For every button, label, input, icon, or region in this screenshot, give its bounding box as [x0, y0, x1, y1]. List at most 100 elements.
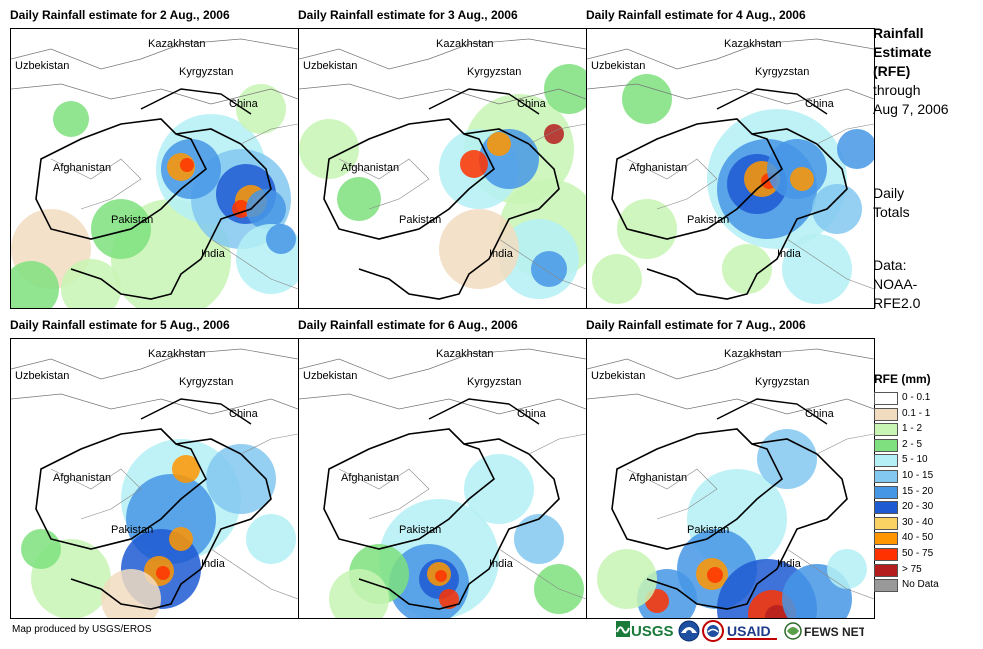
rainfall-area: [236, 84, 286, 134]
rainfall-area: [782, 234, 852, 304]
legend-label: 30 - 40: [902, 516, 934, 528]
rainfall-area: [464, 454, 534, 524]
map-credit: Map produced by USGS/EROS: [12, 624, 152, 635]
rainfall-area: [101, 569, 161, 618]
legend-swatch: [874, 532, 898, 546]
map-panel: Daily Rainfall estimate for 5 Aug., 2006…: [10, 318, 299, 619]
country-label-kazakhstan: Kazakhstan: [724, 348, 781, 360]
legend-label: 10 - 15: [902, 470, 934, 481]
map-panel: Daily Rainfall estimate for 2 Aug., 2006…: [10, 8, 299, 309]
legend-swatch: [874, 501, 898, 515]
rfe-title-line-1: Rainfall: [873, 25, 924, 41]
noaa-logo: [678, 618, 700, 644]
legend-swatch: [874, 470, 898, 483]
rfe-title: Rainfall Estimate (RFE) through Aug 7, 2…: [873, 24, 949, 119]
daily-totals-line-2: Totals: [873, 204, 910, 220]
rainfall-area: [337, 177, 381, 221]
rainfall-area: [439, 209, 519, 289]
rainfall-map: Kazakhstan Uzbekistan Kyrgyzstan China Afgha…: [298, 338, 587, 619]
rainfall-area: [617, 199, 677, 259]
country-label-pakistan: Pakistan: [111, 214, 153, 226]
rainfall-area: [531, 251, 567, 287]
legend-swatch: [874, 579, 898, 593]
rainfall-area: [837, 129, 874, 169]
rainfall-area: [722, 244, 772, 294]
usgs-logo: USGS: [616, 618, 676, 644]
country-label-afghanistan: Afghanistan: [53, 472, 111, 484]
legend-label: 0.1 - 1: [902, 407, 931, 419]
rainfall-map: Kazakhstan Uzbekistan Kyrgyzstan China Afgha…: [586, 28, 875, 309]
rainfall-area: [91, 199, 151, 259]
rainfall-map: Kazakhstan Uzbekistan Kyrgyzstan China Afgha…: [298, 28, 587, 309]
country-label-kazakhstan: Kazakhstan: [436, 348, 493, 360]
rfe-title-line-2: Estimate: [873, 44, 932, 60]
country-label-pakistan: Pakistan: [399, 214, 441, 226]
fewsnet-logo: FEWS NET: [784, 618, 867, 644]
legend-label: 20 - 30: [902, 501, 934, 513]
data-source-line-2: NOAA-: [873, 276, 918, 292]
country-label-kyrgyzstan: Kyrgyzstan: [755, 66, 809, 78]
country-label-kyrgyzstan: Kyrgyzstan: [179, 66, 233, 78]
usaid-logo: USAID: [726, 618, 782, 644]
legend-swatch: [874, 516, 898, 530]
panel-title: Daily Rainfall estimate for 7 Aug., 2006: [586, 318, 806, 332]
rainfall-area: [544, 64, 586, 114]
rainfall-area: [172, 455, 200, 483]
panel-title: Daily Rainfall estimate for 5 Aug., 2006: [10, 318, 230, 332]
country-label-china: China: [229, 98, 259, 110]
rainfall-area: [266, 224, 296, 254]
data-source-line-3: RFE2.0: [873, 295, 921, 311]
legend-label: 2 - 5: [902, 438, 923, 450]
usgs-logo-text: USGS: [631, 623, 674, 640]
country-label-pakistan: Pakistan: [111, 524, 153, 536]
map-panel: Daily Rainfall estimate for 3 Aug., 2006…: [298, 8, 587, 309]
country-label-uzbekistan: Uzbekistan: [15, 60, 69, 72]
through-date: Aug 7, 2006: [873, 101, 949, 117]
country-label-india: India: [777, 248, 802, 260]
rainfall-area: [439, 589, 459, 609]
legend-label: No Data: [902, 579, 939, 591]
data-source-line-1: Data:: [873, 257, 907, 273]
legend-label: 1 - 2: [902, 423, 923, 435]
country-label-uzbekistan: Uzbekistan: [303, 60, 357, 72]
rainfall-area: [757, 429, 817, 489]
country-label-china: China: [229, 408, 259, 420]
rainfall-area: [514, 514, 564, 564]
panel-title: Daily Rainfall estimate for 2 Aug., 2006: [10, 8, 230, 22]
legend-swatch: [874, 454, 898, 468]
panel-title: Daily Rainfall estimate for 6 Aug., 2006: [298, 318, 518, 332]
country-label-india: India: [201, 248, 226, 260]
rainfall-area: [707, 567, 723, 583]
data-source-label: Data: NOAA- RFE2.0: [873, 256, 920, 313]
country-label-afghanistan: Afghanistan: [341, 162, 399, 174]
rainfall-area: [156, 566, 170, 580]
country-label-india: India: [489, 558, 514, 570]
country-label-pakistan: Pakistan: [399, 524, 441, 536]
country-label-kazakhstan: Kazakhstan: [148, 38, 205, 50]
rainfall-area: [597, 549, 657, 609]
rainfall-map: Kazakhstan Uzbekistan Kyrgyzstan China Afgha…: [10, 28, 299, 309]
rainfall-area: [329, 569, 389, 618]
rainfall-area: [435, 570, 447, 582]
country-label-afghanistan: Afghanistan: [629, 472, 687, 484]
through-label: through: [873, 82, 921, 98]
rainfall-area: [622, 74, 672, 124]
country-label-india: India: [201, 558, 226, 570]
daily-totals-line-1: Daily: [873, 185, 905, 201]
country-label-china: China: [805, 408, 835, 420]
rainfall-area: [592, 254, 642, 304]
country-label-pakistan: Pakistan: [687, 524, 729, 536]
map-panel: Daily Rainfall estimate for 4 Aug., 2006…: [586, 8, 875, 309]
country-label-uzbekistan: Uzbekistan: [591, 370, 645, 382]
country-label-pakistan: Pakistan: [687, 214, 729, 226]
legend-label: > 75: [902, 563, 922, 575]
legend-label: 5 - 10: [902, 454, 928, 466]
rainfall-area: [169, 527, 193, 551]
country-label-afghanistan: Afghanistan: [629, 162, 687, 174]
nws-logo: [702, 618, 724, 644]
country-label-kyrgyzstan: Kyrgyzstan: [467, 66, 521, 78]
legend-swatch: [874, 392, 898, 405]
country-label-kazakhstan: Kazakhstan: [148, 348, 205, 360]
legend-swatch: [874, 548, 898, 561]
rainfall-map: Kazakhstan Uzbekistan Kyrgyzstan China Afgha…: [10, 338, 299, 619]
